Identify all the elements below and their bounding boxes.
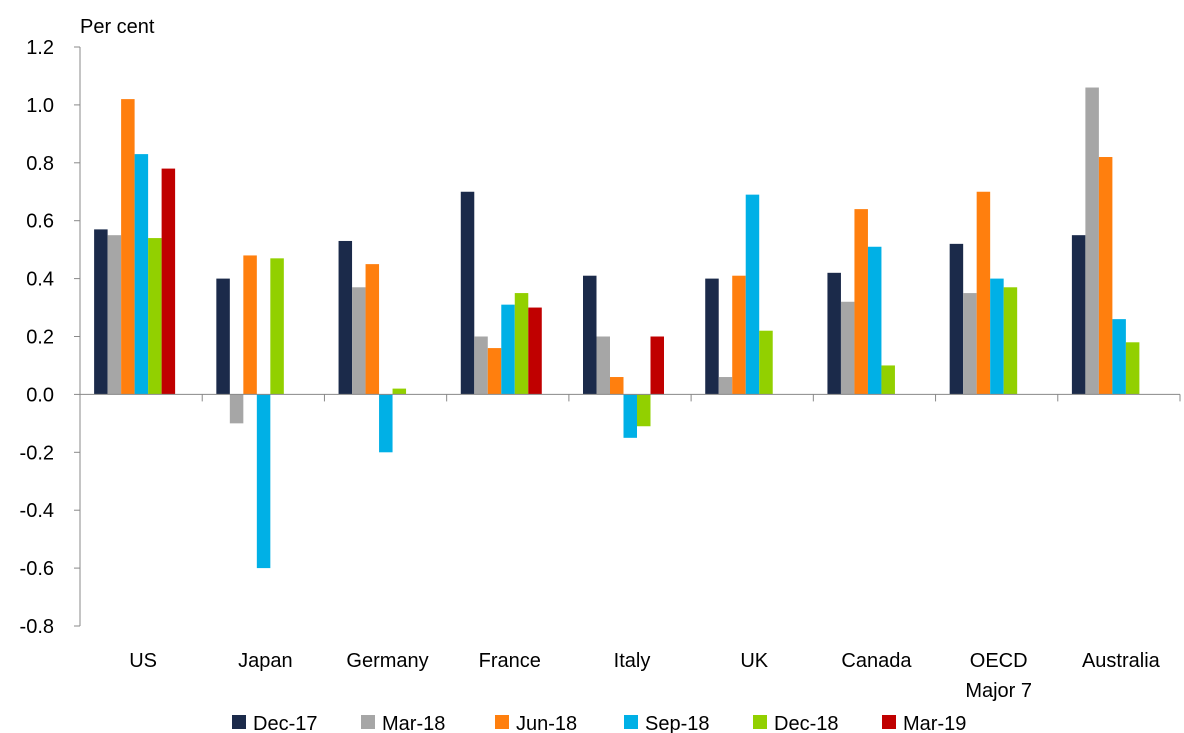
- bar: [352, 287, 366, 395]
- bar: [1071, 235, 1086, 395]
- legend-swatch: [882, 715, 896, 729]
- bar: [623, 394, 637, 438]
- bar: [949, 243, 964, 395]
- x-axis-labels: US Japan Germany France Italy UK Canada OECD Maj…: [129, 650, 1160, 702]
- bar: [867, 246, 882, 395]
- bar: [148, 238, 162, 395]
- bar: [107, 235, 122, 395]
- bar: [718, 377, 733, 395]
- x-tick-label: Australia: [1082, 650, 1161, 672]
- bar: [637, 394, 651, 427]
- bar: [732, 275, 746, 395]
- bar: [134, 154, 149, 395]
- y-tick-label: 0.0: [26, 384, 54, 406]
- axes: [79, 47, 1181, 626]
- bar: [759, 330, 773, 395]
- bar: [840, 301, 855, 395]
- x-tick-label: US: [129, 650, 157, 672]
- y-tick-label: 1.2: [26, 37, 54, 59]
- y-tick-label: -0.6: [20, 558, 54, 580]
- bar: [745, 194, 760, 395]
- legend-swatch: [361, 715, 375, 729]
- bar: [1098, 157, 1113, 395]
- y-tick-label: 0.8: [26, 153, 54, 175]
- legend-label: Dec-18: [774, 713, 838, 733]
- bar: [976, 191, 991, 395]
- bar: [216, 278, 230, 395]
- bar: [270, 258, 284, 395]
- y-tick-label: 0.2: [26, 327, 54, 349]
- y-axis-label: Per cent: [80, 16, 155, 38]
- legend-label: Mar-19: [903, 713, 966, 733]
- bar: [94, 229, 108, 395]
- x-tick-label: Japan: [238, 650, 293, 672]
- bar: [161, 168, 176, 395]
- bar: [338, 240, 353, 395]
- legend: Dec-17 Mar-18 Jun-18 Sep-18 Dec-18 Mar-19: [232, 713, 966, 733]
- bar: [596, 336, 610, 395]
- bar: [121, 99, 135, 395]
- legend-label: Jun-18: [516, 713, 577, 733]
- bar: [392, 388, 407, 395]
- y-tick-label: 0.6: [26, 211, 54, 233]
- bar: [1112, 319, 1126, 395]
- bar: [827, 272, 841, 395]
- bar: [610, 377, 624, 395]
- bar: [1085, 87, 1099, 395]
- x-tick-label: Germany: [346, 650, 428, 672]
- bar: [243, 255, 257, 395]
- bar: [514, 293, 529, 395]
- bars: [94, 87, 1140, 569]
- y-tick-label: -0.4: [20, 500, 54, 522]
- bar: [990, 278, 1004, 395]
- bar: [854, 209, 868, 395]
- legend-swatch: [624, 715, 638, 729]
- bar: [705, 278, 719, 395]
- bar: [460, 191, 475, 395]
- y-tick-label: 0.4: [26, 269, 54, 291]
- bar: [528, 307, 542, 395]
- bar: [365, 264, 380, 395]
- y-tick-label: 1.0: [26, 95, 54, 117]
- bar: [1125, 342, 1140, 395]
- legend-swatch: [753, 715, 767, 729]
- y-axis-ticks: 1.2 1.0 0.8 0.6 0.4 0.2 0.0 -0.2 -0.4 -0.6 -0.8: [20, 37, 80, 638]
- bar: [501, 304, 515, 395]
- x-tick-label: Canada: [841, 650, 912, 672]
- x-tick-label: France: [479, 650, 541, 672]
- bar: [583, 275, 597, 395]
- bar: [229, 394, 244, 424]
- bar: [474, 336, 488, 395]
- y-tick-label: -0.8: [20, 616, 54, 638]
- bar: [963, 293, 977, 395]
- legend-label: Sep-18: [645, 713, 710, 733]
- bar: [650, 336, 664, 395]
- bar: [379, 394, 393, 453]
- bar: [256, 394, 271, 569]
- bar: [1003, 287, 1018, 395]
- x-tick-label: Major 7: [965, 680, 1032, 702]
- x-tick-label: Italy: [614, 650, 651, 672]
- bar: [881, 365, 895, 395]
- x-tick-label: UK: [740, 650, 768, 672]
- legend-label: Dec-17: [253, 713, 317, 733]
- legend-swatch: [232, 715, 246, 729]
- y-tick-label: -0.2: [20, 442, 54, 464]
- bar: [487, 348, 502, 395]
- legend-label: Mar-18: [382, 713, 445, 733]
- x-tick-label: OECD: [970, 650, 1028, 672]
- legend-swatch: [495, 715, 509, 729]
